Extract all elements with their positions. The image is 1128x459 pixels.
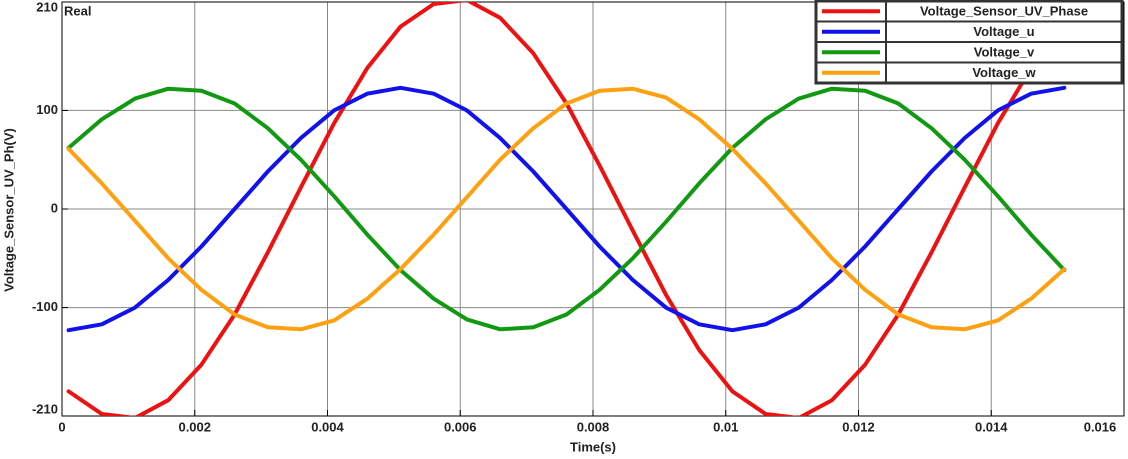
x-tick-label: 0.012 — [842, 419, 875, 434]
legend-label: Voltage_Sensor_UV_Phase — [920, 4, 1088, 19]
legend-label: Voltage_v — [974, 45, 1035, 60]
x-tick-label: 0.002 — [178, 419, 211, 434]
y-tick-label: -100 — [32, 299, 58, 314]
x-tick-label: 0 — [58, 419, 65, 434]
x-tick-label: 0.014 — [975, 419, 1008, 434]
y-tick-label: 210 — [36, 0, 58, 14]
x-tick-label: 0.004 — [311, 419, 344, 434]
y-tick-label: -210 — [32, 401, 58, 416]
data-line — [66, 86, 1067, 332]
x-axis-label: Time(s) — [570, 439, 616, 454]
y-tick-label: 100 — [36, 102, 58, 117]
legend-label: Voltage_w — [972, 65, 1036, 80]
x-tick-label: 0.01 — [713, 419, 738, 434]
legend: Voltage_Sensor_UV_Phase Voltage_u Voltage_… — [814, 0, 1124, 85]
plot-frame — [61, 1, 1125, 417]
y-axis-label: Voltage_Sensor_UV_Ph(V) — [1, 128, 16, 292]
chart-title: Real — [64, 3, 91, 18]
x-tick-label: 0.008 — [577, 419, 610, 434]
y-tick-label: 0 — [51, 200, 58, 215]
data-line — [66, 85, 1067, 333]
series-group — [66, 2, 1067, 416]
legend-label: Voltage_u — [973, 24, 1034, 39]
data-line — [66, 86, 1067, 332]
x-tick-label: 0.006 — [444, 419, 477, 434]
x-tick-label: 0.016 — [1084, 419, 1117, 434]
